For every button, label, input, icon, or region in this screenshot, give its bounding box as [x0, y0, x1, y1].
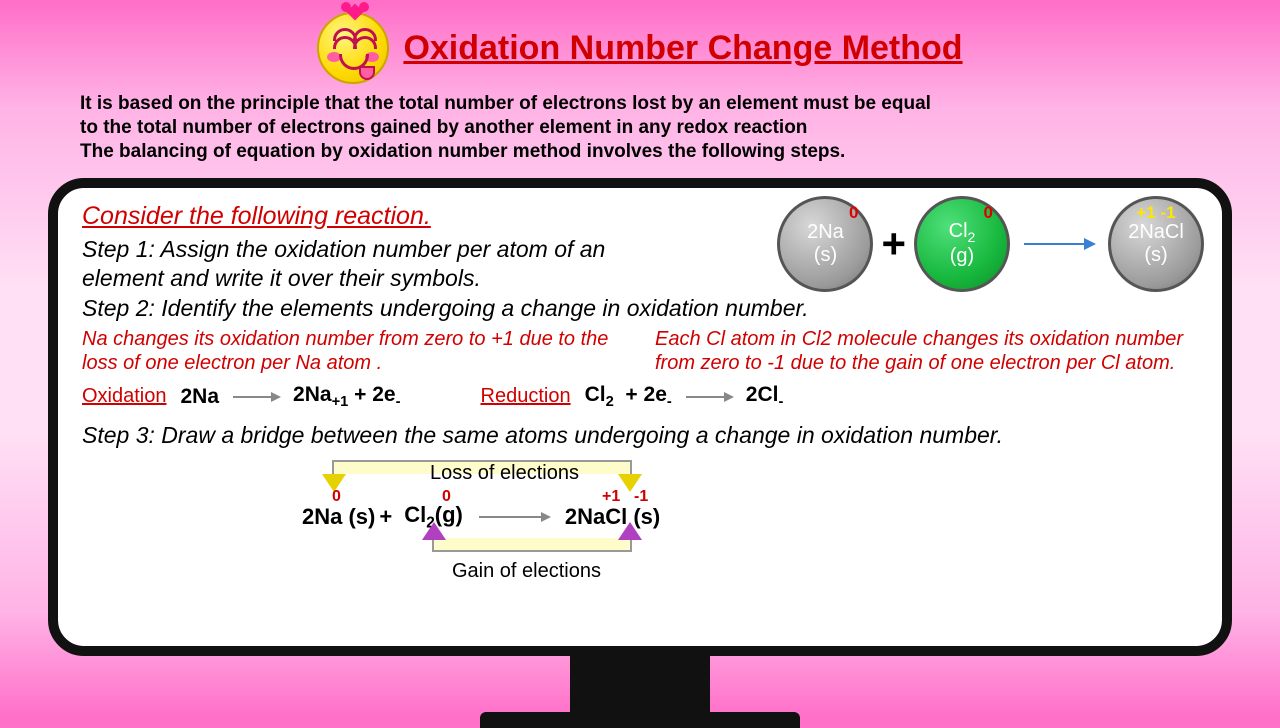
oxidation-half: Oxidation 2Na 2Na+1 + 2e-	[82, 383, 401, 410]
ox-num-na: 0	[849, 203, 858, 223]
bridge-plus: +	[379, 504, 392, 530]
step-1: Step 1: Assign the oxidation number per …	[82, 235, 642, 294]
state-na: (s)	[814, 244, 837, 267]
smiley-emoji-icon	[317, 12, 389, 84]
intro-line-1: It is based on the principle that the to…	[80, 92, 1200, 116]
ox-num-nacl: +1 -1	[1111, 203, 1201, 223]
intro-line-2: to the total number of electrons gained …	[80, 116, 1200, 140]
reaction-arrow-icon	[1024, 243, 1094, 245]
plus-sign: +	[881, 220, 906, 268]
monitor-frame: 0 2Na (s) + 0 Cl2 (g) +1 -1 2NaCl (s) Co…	[48, 178, 1232, 656]
ox-num-cl: 0	[984, 203, 993, 223]
arrow-icon	[479, 516, 549, 518]
formula-na: 2Na	[807, 221, 844, 244]
bridge-na: 2Na (s)	[302, 504, 375, 530]
oxid-lhs: 2Na	[181, 385, 220, 409]
gain-label: Gain of elections	[452, 560, 601, 583]
gain-bridge	[432, 538, 632, 552]
loss-label: Loss of elections	[430, 462, 579, 485]
half-reactions: Oxidation 2Na 2Na+1 + 2e- Reduction Cl2 …	[82, 383, 1198, 410]
changes-row: Na changes its oxidation number from zer…	[82, 327, 1198, 375]
oxidation-label: Oxidation	[82, 385, 167, 408]
bridge-diagram: Loss of elections 0 0 +1 -1 2Na (s) + Cl…	[302, 456, 822, 586]
state-cl: (g)	[950, 245, 974, 268]
monitor-stand	[570, 646, 710, 720]
na-change-text: Na changes its oxidation number from zer…	[82, 327, 625, 375]
arrow-icon	[233, 396, 279, 398]
up-arrow-icon	[618, 522, 642, 540]
bubble-nacl: +1 -1 2NaCl (s)	[1108, 196, 1204, 292]
monitor-base	[480, 712, 800, 728]
bubble-na: 0 2Na (s)	[777, 196, 873, 292]
step-2: Step 2: Identify the elements undergoing…	[82, 294, 1198, 323]
step-3: Step 3: Draw a bridge between the same a…	[82, 421, 1198, 450]
formula-nacl: 2NaCl	[1128, 221, 1184, 244]
title-row: Oxidation Number Change Method	[0, 0, 1280, 84]
bubble-cl: 0 Cl2 (g)	[914, 196, 1010, 292]
intro-text: It is based on the principle that the to…	[0, 84, 1280, 167]
formula-cl: Cl2	[949, 220, 976, 245]
reaction-equation: 0 2Na (s) + 0 Cl2 (g) +1 -1 2NaCl (s)	[777, 196, 1204, 292]
red-lhs: Cl2 + 2e-	[585, 383, 672, 410]
red-rhs: 2Cl-	[746, 383, 784, 410]
intro-line-3: The balancing of equation by oxidation n…	[80, 140, 1200, 164]
bridge-nacl: 2NaCl (s)	[565, 504, 660, 530]
cl-change-text: Each Cl atom in Cl2 molecule changes its…	[655, 327, 1198, 375]
oxid-rhs: 2Na+1 + 2e-	[293, 383, 400, 410]
arrow-icon	[686, 396, 732, 398]
bridge-equation: 2Na (s) + Cl2(g) 2NaCl (s)	[302, 502, 660, 532]
reduction-half: Reduction Cl2 + 2e- 2Cl-	[481, 383, 784, 410]
state-nacl: (s)	[1144, 244, 1167, 267]
reduction-label: Reduction	[481, 385, 571, 408]
up-arrow-icon	[422, 522, 446, 540]
page-title: Oxidation Number Change Method	[403, 29, 962, 68]
